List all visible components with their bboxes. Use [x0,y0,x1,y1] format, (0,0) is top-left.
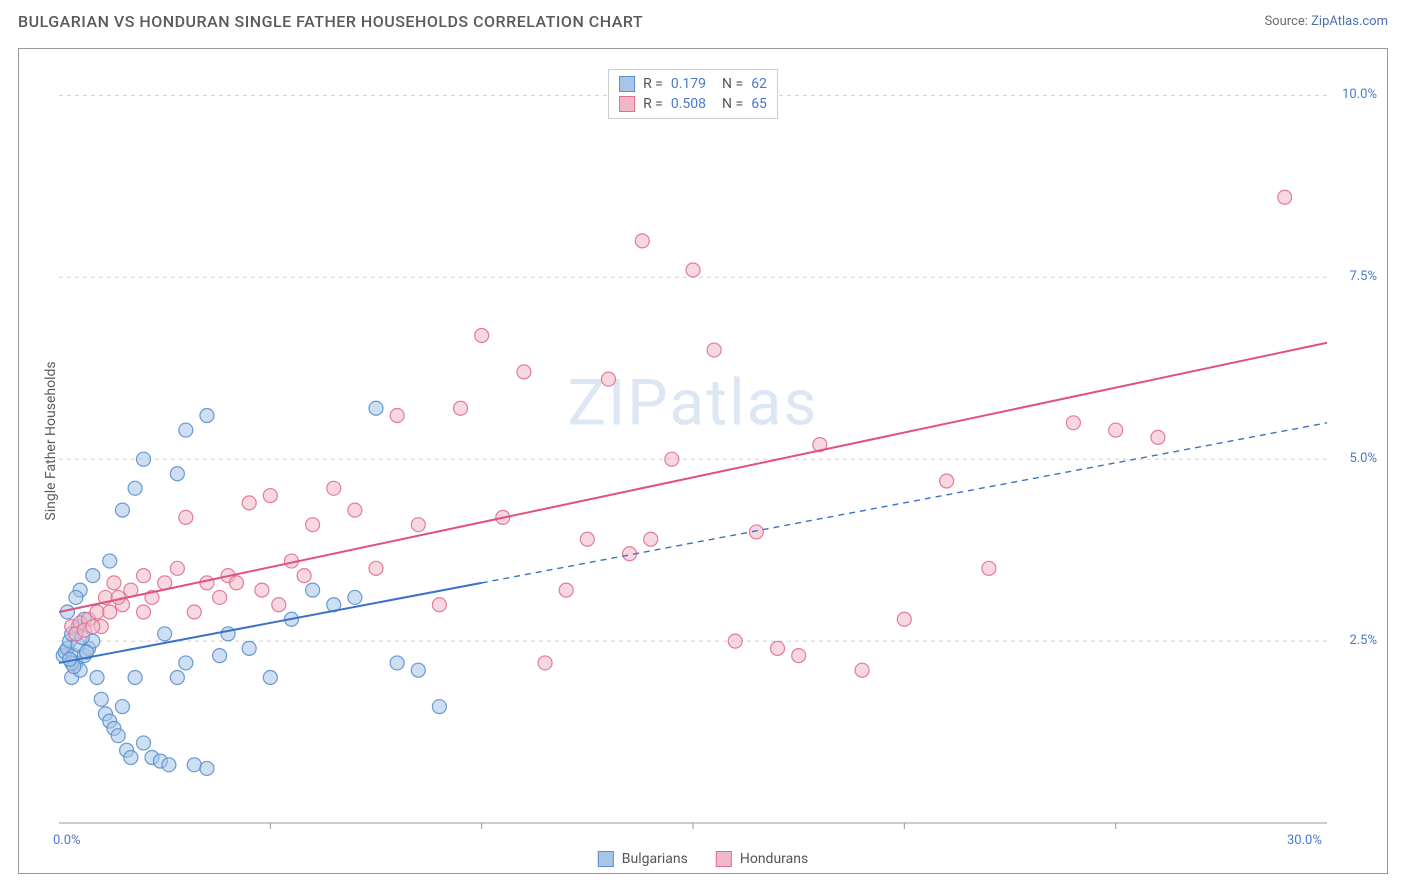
x-tick-label: 0.0% [53,833,81,848]
legend-swatch-bulgarians [619,76,635,92]
y-tick-label: 10.0% [1342,87,1377,102]
x-tick-label: 30.0% [1287,833,1322,848]
r-value-hondurans: 0.508 [671,96,706,112]
source-attribution: Source: ZipAtlas.com [1264,14,1388,29]
y-tick-label: 5.0% [1349,451,1377,466]
chart-container: Single Father Households ZIPatlas R = 0.… [18,48,1388,874]
correlation-row-hondurans: R = 0.508 N = 65 [619,94,767,114]
legend-swatch-bulgarians [598,851,614,867]
scatter-plot-svg [59,59,1327,823]
n-label: N = [722,76,743,92]
y-tick-label: 7.5% [1349,269,1377,284]
series-legend: Bulgarians Hondurans [598,851,808,867]
n-value-hondurans: 65 [751,96,767,112]
source-label: Source: [1264,14,1307,29]
plot-area: Single Father Households ZIPatlas R = 0.… [59,59,1327,823]
legend-label-hondurans: Hondurans [740,851,808,867]
y-tick-label: 2.5% [1349,633,1377,648]
correlation-row-bulgarians: R = 0.179 N = 62 [619,74,767,94]
legend-swatch-hondurans [619,96,635,112]
r-label: R = [643,76,663,92]
y-axis-label: Single Father Households [43,361,59,520]
correlation-legend: R = 0.179 N = 62 R = 0.508 N = 65 [608,69,778,119]
legend-item-bulgarians: Bulgarians [598,851,688,867]
legend-swatch-hondurans [716,851,732,867]
n-label: N = [722,96,743,112]
source-link[interactable]: ZipAtlas.com [1311,14,1388,29]
legend-item-hondurans: Hondurans [716,851,808,867]
legend-label-bulgarians: Bulgarians [622,851,688,867]
chart-title: BULGARIAN VS HONDURAN SINGLE FATHER HOUS… [18,12,643,31]
r-value-bulgarians: 0.179 [671,76,706,92]
n-value-bulgarians: 62 [751,76,767,92]
r-label: R = [643,96,663,112]
